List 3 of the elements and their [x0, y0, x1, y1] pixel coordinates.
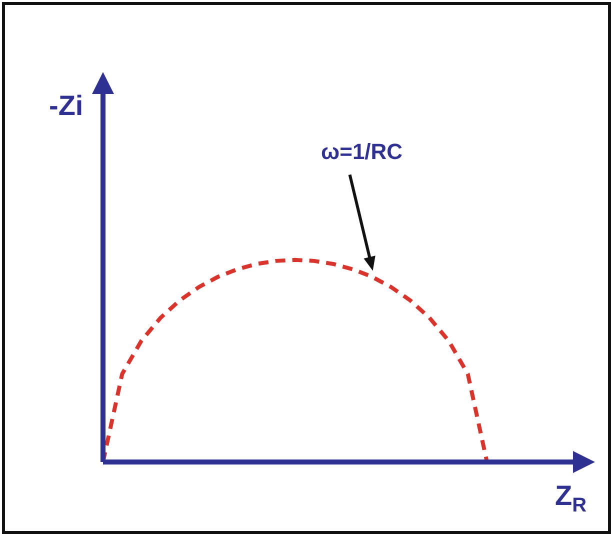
y-axis-title: -Zi — [49, 90, 84, 122]
x-axis-title: Z$_{R}$ — [555, 480, 587, 518]
text: ω=1/RC — [321, 138, 403, 165]
